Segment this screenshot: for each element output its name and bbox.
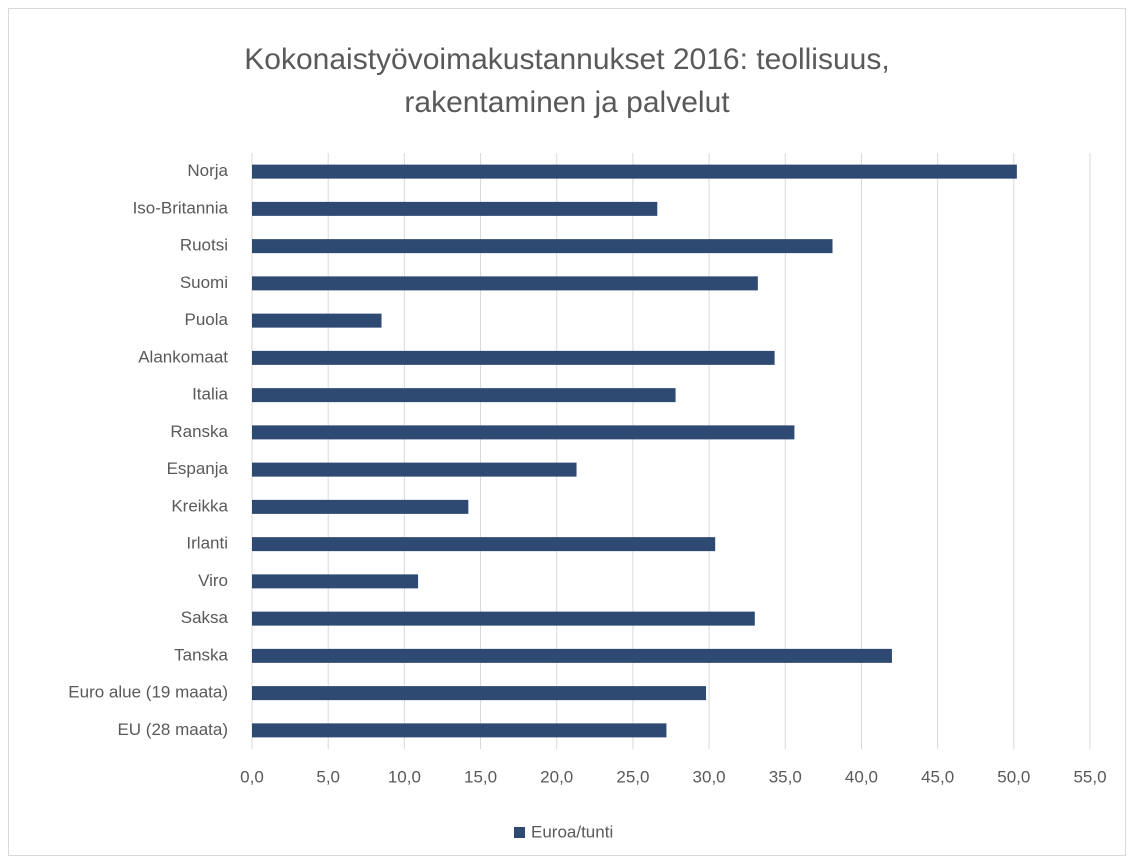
y-tick-label: Kreikka: [171, 496, 228, 515]
y-tick-label: EU (28 maata): [117, 720, 228, 739]
bar: [252, 313, 382, 328]
legend-swatch: [514, 827, 525, 838]
x-tick-label: 40,0: [845, 767, 878, 786]
y-tick-label: Iso-Britannia: [133, 198, 229, 217]
x-tick-label: 20,0: [540, 767, 573, 786]
bar: [252, 164, 1017, 179]
y-tick-label: Alankomaat: [138, 347, 228, 366]
x-tick-label: 55,0: [1073, 767, 1106, 786]
x-tick-label: 10,0: [388, 767, 421, 786]
chart-title: Kokonaistyövoimakustannukset 2016: teoll…: [244, 43, 890, 119]
y-tick-label: Suomi: [180, 273, 228, 292]
bar: [252, 537, 716, 552]
y-tick-label: Puola: [185, 310, 229, 329]
x-tick-label: 50,0: [997, 767, 1030, 786]
x-tick-label: 0,0: [240, 767, 264, 786]
bar: [252, 611, 755, 626]
y-tick-label: Viro: [198, 571, 228, 590]
bar: [252, 388, 676, 403]
y-tick-label: Tanska: [174, 645, 228, 664]
bar: [252, 574, 419, 589]
y-tick-label: Ranska: [170, 422, 228, 441]
x-tick-label: 35,0: [769, 767, 802, 786]
bar: [252, 499, 469, 514]
y-tick-label: Euro alue (19 maata): [68, 683, 228, 702]
y-tick-label: Ruotsi: [180, 236, 228, 255]
x-tick-label: 45,0: [921, 767, 954, 786]
x-tick-label: 25,0: [616, 767, 649, 786]
bar: [252, 462, 577, 477]
bar: [252, 648, 892, 663]
legend-label: Euroa/tunti: [531, 822, 613, 841]
x-tick-label: 30,0: [693, 767, 726, 786]
bar: [252, 239, 833, 254]
y-tick-label: Espanja: [167, 459, 229, 478]
bar: [252, 276, 758, 291]
y-tick-label: Norja: [187, 161, 228, 180]
bar: [252, 350, 775, 365]
bar: [252, 686, 707, 701]
bar: [252, 723, 667, 738]
y-tick-label: Italia: [192, 385, 228, 404]
y-tick-label: Saksa: [181, 608, 229, 627]
x-tick-label: 15,0: [464, 767, 497, 786]
bar: [252, 425, 795, 440]
y-tick-label: Irlanti: [186, 534, 228, 553]
bar: [252, 201, 658, 216]
x-tick-label: 5,0: [316, 767, 340, 786]
